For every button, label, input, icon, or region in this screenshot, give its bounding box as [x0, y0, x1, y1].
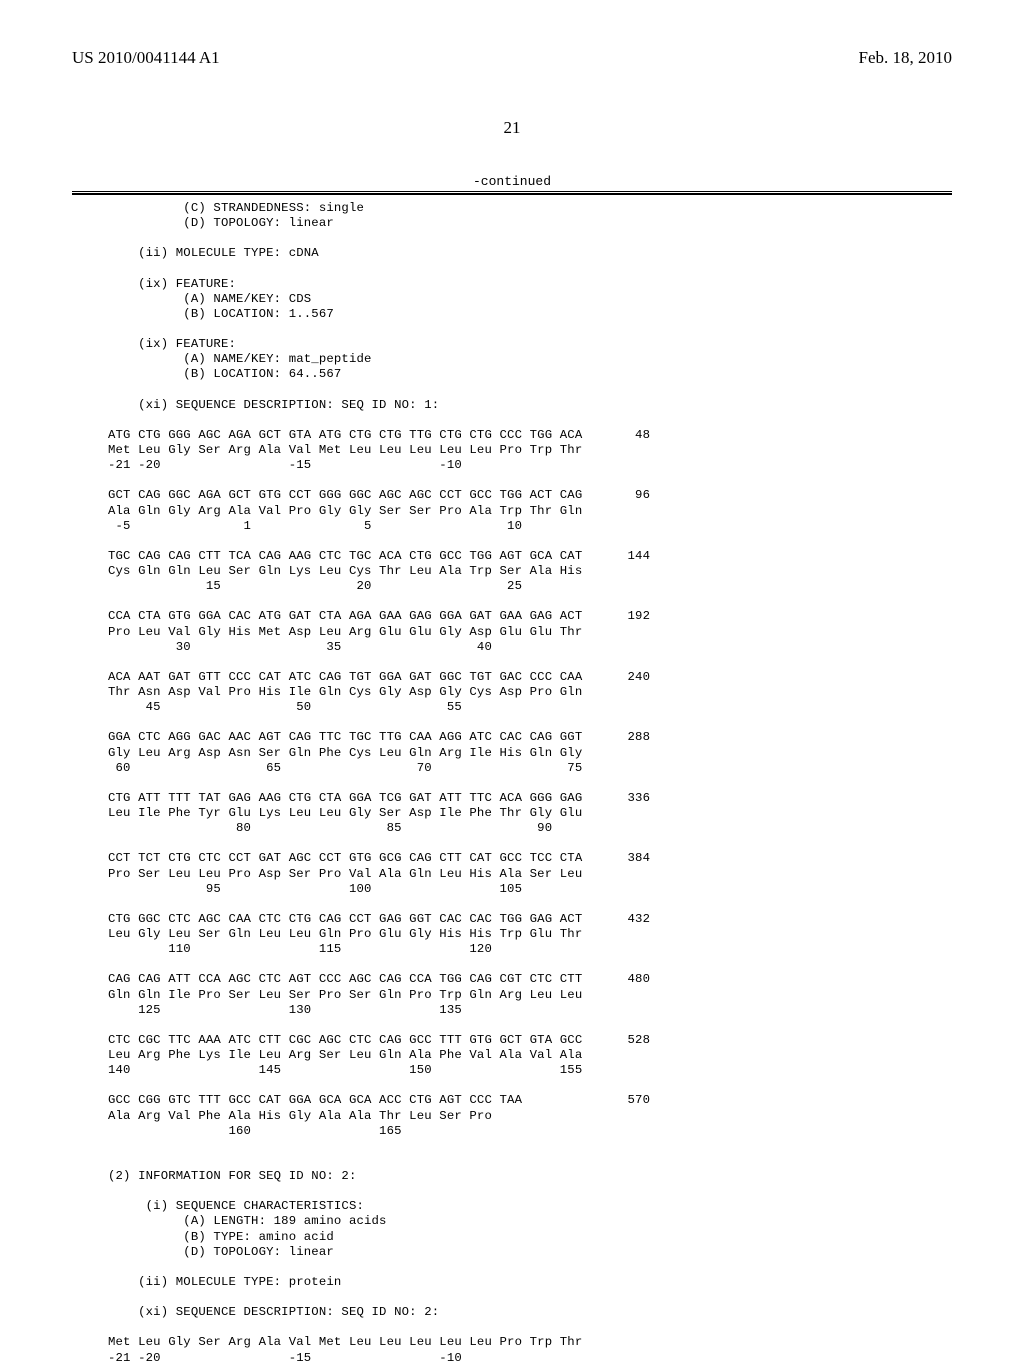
page-number: 21 — [72, 118, 952, 138]
page-container: US 2010/0041144 A1 Feb. 18, 2010 21 -con… — [0, 0, 1024, 1320]
patent-date: Feb. 18, 2010 — [859, 48, 953, 68]
sequence-listing: (C) STRANDEDNESS: single (D) TOPOLOGY: l… — [108, 201, 952, 1366]
page-header: US 2010/0041144 A1 Feb. 18, 2010 — [72, 48, 952, 68]
rule-top-heavy — [72, 193, 952, 195]
continued-label: -continued — [72, 174, 952, 189]
patent-number: US 2010/0041144 A1 — [72, 48, 220, 68]
rule-top-thin — [72, 191, 952, 192]
